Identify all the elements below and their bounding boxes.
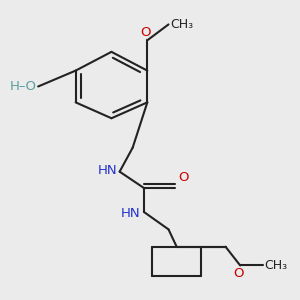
Text: H–O: H–O xyxy=(10,80,37,93)
Text: O: O xyxy=(178,171,189,184)
Text: O: O xyxy=(140,26,151,39)
Text: CH₃: CH₃ xyxy=(265,259,288,272)
Text: CH₃: CH₃ xyxy=(170,18,193,31)
Text: O: O xyxy=(233,267,244,280)
Text: HN: HN xyxy=(121,207,141,220)
Text: HN: HN xyxy=(98,164,117,177)
